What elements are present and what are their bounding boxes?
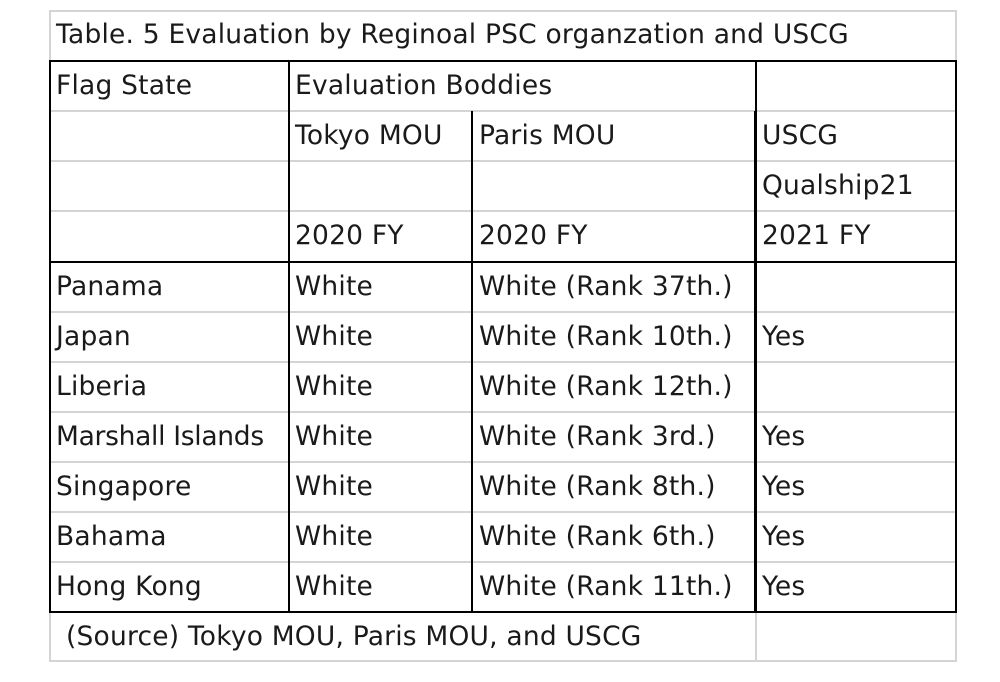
- table-divider-flag: [288, 60, 290, 613]
- cell-tokyo: White: [295, 271, 374, 302]
- grid-row-line: [49, 210, 957, 212]
- grid-column-line: [755, 612, 757, 662]
- cell-flag: Liberia: [56, 371, 148, 402]
- cell-flag: Hong Kong: [56, 571, 202, 602]
- cell-uscg: Yes: [762, 471, 806, 502]
- cell-tokyo: White: [295, 321, 374, 352]
- grid-bottom-border: [49, 660, 957, 662]
- cell-tokyo: White: [295, 421, 374, 452]
- header-uscg-year: 2021 FY: [762, 220, 871, 251]
- cell-paris: White (Rank 37th.): [479, 271, 733, 302]
- grid-row-line: [49, 311, 957, 313]
- cell-uscg: Yes: [762, 321, 806, 352]
- table-title: Table. 5 Evaluation by Reginoal PSC orga…: [56, 19, 849, 50]
- cell-flag: Bahama: [56, 521, 167, 552]
- header-uscg: USCG: [762, 120, 839, 151]
- grid-row-line: [49, 561, 957, 563]
- cell-paris: White (Rank 12th.): [479, 371, 733, 402]
- cell-paris: White (Rank 8th.): [479, 471, 716, 502]
- cell-paris: White (Rank 11th.): [479, 571, 733, 602]
- grid-row-line: [49, 160, 957, 162]
- table-border-header-bottom: [49, 261, 957, 263]
- header-paris-year: 2020 FY: [479, 220, 588, 251]
- grid-row-line: [49, 511, 957, 513]
- table-divider-tokyo: [471, 111, 473, 613]
- cell-flag: Japan: [56, 321, 131, 352]
- grid-row-line: [49, 361, 957, 363]
- table-divider-bodies: [755, 60, 757, 112]
- table-border-right: [955, 60, 957, 613]
- header-tokyo-mou: Tokyo MOU: [295, 120, 443, 151]
- cell-paris: White (Rank 10th.): [479, 321, 733, 352]
- grid-top-border: [49, 10, 957, 12]
- header-tokyo-year: 2020 FY: [295, 220, 404, 251]
- cell-tokyo: White: [295, 471, 374, 502]
- source-note: (Source) Tokyo MOU, Paris MOU, and USCG: [66, 621, 642, 652]
- cell-tokyo: White: [295, 371, 374, 402]
- cell-paris: White (Rank 3rd.): [479, 421, 716, 452]
- cell-flag: Panama: [56, 271, 164, 302]
- cell-flag: Singapore: [56, 471, 192, 502]
- table-divider-uscg: [754, 111, 757, 613]
- grid-row-line: [49, 411, 957, 413]
- table-border-bottom: [49, 611, 957, 613]
- cell-tokyo: White: [295, 521, 374, 552]
- grid-row-line: [49, 110, 957, 112]
- cell-paris: White (Rank 6th.): [479, 521, 716, 552]
- header-qualship21: Qualship21: [762, 170, 914, 201]
- cell-uscg: Yes: [762, 421, 806, 452]
- header-evaluation-bodies: Evaluation Boddies: [295, 70, 553, 101]
- header-flag-state: Flag State: [56, 70, 193, 101]
- cell-tokyo: White: [295, 571, 374, 602]
- table-border-top: [49, 60, 957, 62]
- header-paris-mou: Paris MOU: [479, 120, 616, 151]
- cell-flag: Marshall Islands: [56, 421, 264, 452]
- cell-uscg: Yes: [762, 571, 806, 602]
- table-border-left: [49, 60, 51, 613]
- grid-row-line: [49, 461, 957, 463]
- cell-uscg: Yes: [762, 521, 806, 552]
